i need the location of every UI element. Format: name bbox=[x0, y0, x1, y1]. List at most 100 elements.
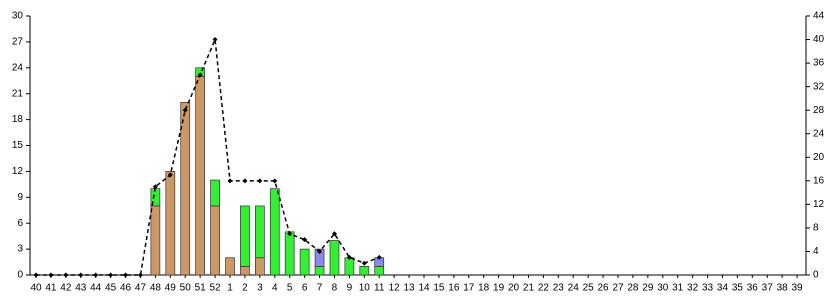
x-tick-label: 45 bbox=[105, 283, 117, 294]
marker bbox=[33, 272, 39, 278]
x-tick-label: 3 bbox=[257, 283, 263, 294]
bar bbox=[269, 188, 280, 276]
x-tick-label: 19 bbox=[493, 283, 505, 294]
bar bbox=[180, 101, 191, 276]
line bbox=[36, 39, 380, 276]
marker bbox=[48, 272, 54, 278]
y-tick-label: 15 bbox=[12, 140, 24, 151]
x-tick-label: 22 bbox=[538, 283, 550, 294]
x-tick-label: 8 bbox=[332, 283, 338, 294]
y2-tick-label: 0 bbox=[813, 270, 819, 281]
y-tick-label: 0 bbox=[17, 270, 23, 281]
x-tick-label: 50 bbox=[180, 283, 192, 294]
x-tick-label: 18 bbox=[478, 283, 490, 294]
x-tick-label: 34 bbox=[717, 283, 729, 294]
x-tick-label: 44 bbox=[90, 283, 102, 294]
x-tick-label: 43 bbox=[75, 283, 87, 294]
marker bbox=[137, 272, 143, 278]
bar bbox=[240, 266, 250, 276]
bar bbox=[210, 179, 220, 207]
bar bbox=[254, 257, 265, 276]
x-tick-label: 33 bbox=[702, 283, 714, 294]
y2-tick-label: 4 bbox=[813, 246, 819, 257]
x-tick-label: 30 bbox=[657, 283, 669, 294]
bar bbox=[314, 266, 325, 276]
bar bbox=[150, 205, 161, 276]
x-tick-label: 11 bbox=[374, 283, 385, 294]
y2-tick-label: 20 bbox=[813, 152, 825, 163]
marker bbox=[152, 184, 158, 190]
x-tick-label: 41 bbox=[45, 283, 57, 294]
x-tick-label: 28 bbox=[627, 283, 639, 294]
x-tick-label: 25 bbox=[583, 283, 595, 294]
x-tick-label: 40 bbox=[30, 283, 42, 294]
y-tick-label: 12 bbox=[12, 166, 24, 177]
x-tick-label: 39 bbox=[792, 283, 804, 294]
bar bbox=[329, 240, 340, 276]
bar bbox=[165, 171, 176, 276]
bar bbox=[195, 76, 206, 276]
marker bbox=[331, 231, 337, 237]
x-tick-label: 14 bbox=[418, 283, 430, 294]
marker bbox=[197, 72, 203, 78]
y-tick-label: 6 bbox=[17, 218, 23, 229]
x-tick-label: 12 bbox=[389, 283, 401, 294]
x-tick-label: 51 bbox=[195, 283, 207, 294]
x-tick-label: 36 bbox=[747, 283, 759, 294]
x-tick-label: 27 bbox=[612, 283, 624, 294]
y-tick-label: 21 bbox=[12, 88, 24, 99]
bar bbox=[284, 231, 295, 276]
x-tick-label: 6 bbox=[302, 283, 308, 294]
x-tick-label: 47 bbox=[135, 283, 147, 294]
marker bbox=[376, 254, 382, 260]
y2-tick-label: 36 bbox=[813, 58, 825, 69]
x-tick-label: 10 bbox=[359, 283, 371, 294]
y-tick-label: 18 bbox=[12, 114, 24, 125]
x-tick-label: 15 bbox=[433, 283, 445, 294]
marker bbox=[227, 178, 233, 184]
bar bbox=[254, 205, 265, 259]
x-tick-label: 32 bbox=[687, 283, 699, 294]
marker bbox=[361, 260, 367, 266]
bar bbox=[344, 257, 355, 276]
x-tick-label: 2 bbox=[242, 283, 248, 294]
marker bbox=[123, 272, 129, 278]
x-tick-label: 20 bbox=[508, 283, 520, 294]
y2-tick-label: 44 bbox=[813, 11, 825, 22]
y-tick-label: 3 bbox=[17, 244, 23, 255]
marker bbox=[78, 272, 84, 278]
marker bbox=[212, 37, 218, 43]
x-tick-label: 49 bbox=[165, 283, 177, 294]
x-tick-label: 24 bbox=[568, 283, 580, 294]
x-tick-label: 7 bbox=[317, 283, 323, 294]
x-tick-label: 4 bbox=[272, 283, 278, 294]
bar bbox=[210, 205, 220, 276]
marker bbox=[317, 248, 323, 254]
marker bbox=[257, 178, 263, 184]
x-tick-label: 38 bbox=[777, 283, 789, 294]
x-tick-label: 46 bbox=[120, 283, 132, 294]
x-tick-label: 48 bbox=[150, 283, 162, 294]
x-tick-label: 16 bbox=[448, 283, 460, 294]
y2-tick-label: 16 bbox=[813, 175, 825, 186]
bar bbox=[240, 205, 250, 267]
x-tick-label: 42 bbox=[60, 283, 72, 294]
bar bbox=[299, 248, 310, 276]
marker bbox=[302, 237, 308, 243]
marker bbox=[346, 254, 352, 260]
y2-tick-label: 8 bbox=[813, 223, 819, 234]
marker bbox=[272, 178, 278, 184]
x-tick-label: 1 bbox=[227, 283, 233, 294]
y2-tick-label: 40 bbox=[813, 34, 825, 45]
marker bbox=[93, 272, 99, 278]
x-tick-label: 13 bbox=[404, 283, 416, 294]
marker bbox=[167, 172, 173, 178]
marker bbox=[63, 272, 69, 278]
x-tick-label: 5 bbox=[287, 283, 293, 294]
y2-tick-label: 24 bbox=[813, 128, 825, 139]
x-tick-label: 31 bbox=[672, 283, 684, 294]
bar bbox=[359, 266, 370, 276]
x-tick-label: 35 bbox=[732, 283, 744, 294]
x-tick-label: 9 bbox=[347, 283, 353, 294]
